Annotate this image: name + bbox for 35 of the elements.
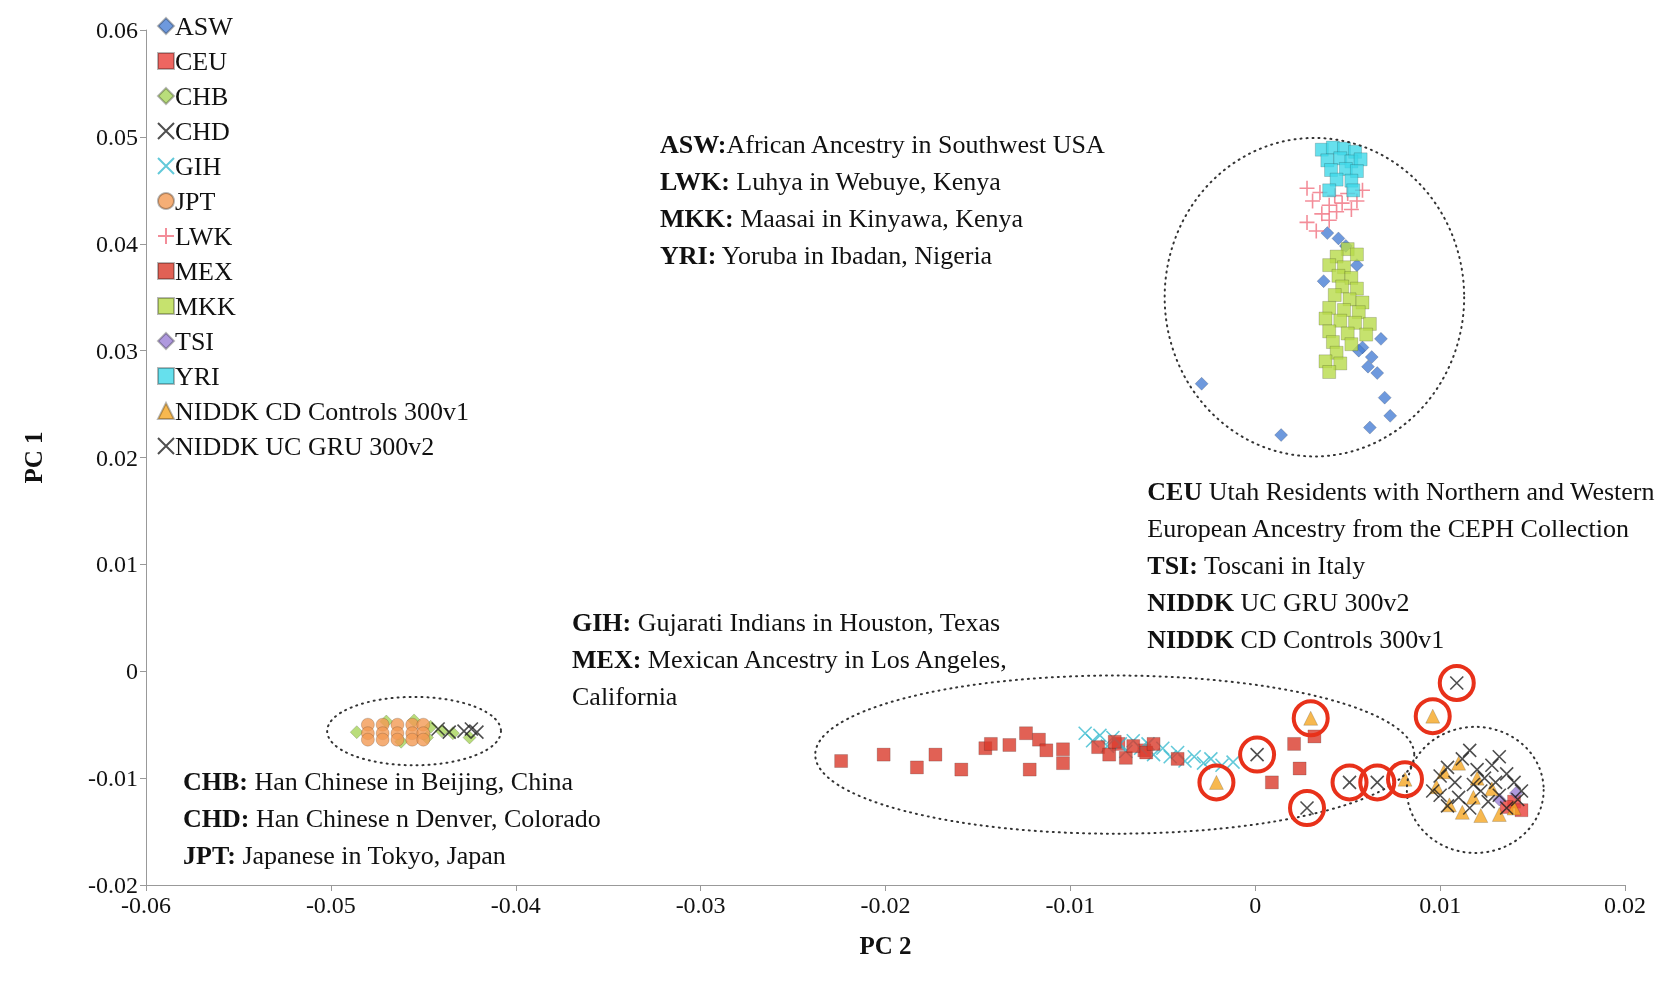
legend-label: CHD xyxy=(175,116,230,146)
y-tick-label: 0.01 xyxy=(96,551,138,578)
y-tick-label: 0.06 xyxy=(96,17,138,43)
x-tick-label: 0.01 xyxy=(1419,892,1462,918)
annotation: ASW:African Ancestry in Southwest USA LWK: Luhya in Webuye, Kenya MKK: Maasai in Kinyawa, Kenya YRI: Yoruba in Ibadan, Nigeria xyxy=(660,130,1106,270)
x-tick-label: -0.01 xyxy=(1045,892,1096,918)
x-tick-label: -0.04 xyxy=(490,892,541,918)
text: CEU Utah Residents with Northern and Western European Ancestry from the CEPH Collection TSI: Toscani in Italy NIDDK UC GRU 300v2 NIDDK CD Controls 300v1 xyxy=(1147,477,1655,654)
legend-label: CHB xyxy=(175,81,229,111)
annotation: CHB: Han Chinese in Beijing, China CHD: Han Chinese n Denver, Colorado JPT: Japanese in Tokyo, Japan xyxy=(183,767,601,870)
legend-label: MEX xyxy=(175,256,233,286)
x-tick-label: -0.05 xyxy=(305,892,356,918)
x-tick-label: -0.03 xyxy=(675,892,726,918)
x-tick-label: -0.02 xyxy=(860,892,911,918)
y-tick-label: -0.01 xyxy=(88,765,138,792)
legend-label: TSI xyxy=(175,326,214,356)
y-tick-label: 0.03 xyxy=(96,337,138,364)
legend-label: LWK xyxy=(175,221,233,251)
y-tick-label: 0 xyxy=(126,658,138,685)
annotation: GIH: Gujarati Indians in Houston, Texas MEX: Mexican Ancestry in Los Angeles, California xyxy=(572,608,1007,711)
y-tick-label: 0.02 xyxy=(96,444,138,471)
legend-label: JPT xyxy=(175,186,216,216)
legend-label: CEU xyxy=(175,46,228,76)
x-tick-label: 0 xyxy=(1249,892,1262,918)
x-tick-label: 0.02 xyxy=(1604,892,1646,918)
y-axis-title: PC 1 xyxy=(20,431,47,484)
legend-label: ASW xyxy=(175,11,234,41)
legend-label: GIH xyxy=(175,151,222,181)
x-axis-title: PC 2 xyxy=(859,932,912,959)
y-tick-label: 0.05 xyxy=(96,123,138,150)
legend-label: MKK xyxy=(175,291,236,321)
legend-label: NIDDK UC GRU 300v2 xyxy=(175,431,435,461)
y-tick-label: 0.04 xyxy=(96,230,138,257)
legend-label: NIDDK CD Controls 300v1 xyxy=(175,396,469,426)
legend-label: YRI xyxy=(175,361,220,391)
